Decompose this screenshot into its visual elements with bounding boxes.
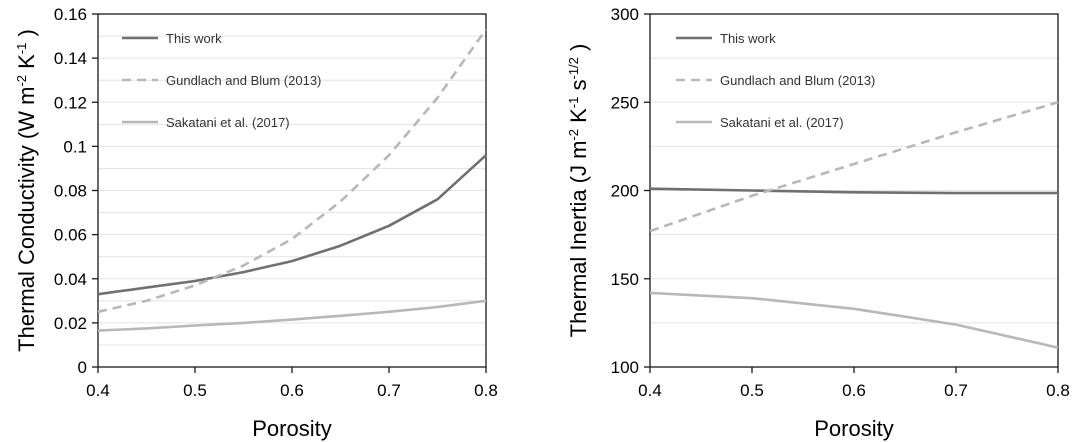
legend-label: Gundlach and Blum (2013) <box>166 73 321 88</box>
y-axis-title: Thermal Conductivity (W m-2 K-1 ) <box>14 29 39 352</box>
x-tick-label: 0.5 <box>183 381 207 400</box>
y-tick-label: 0.02 <box>54 314 87 333</box>
y-tick-label: 100 <box>611 358 639 377</box>
x-tick-label: 0.7 <box>377 381 401 400</box>
legend-label: This work <box>166 31 222 46</box>
series-line-3 <box>97 299 487 332</box>
y-tick-label: 200 <box>611 182 639 201</box>
series-line-1 <box>97 154 487 296</box>
x-tick-label: 0.7 <box>944 381 968 400</box>
legend-label: Sakatani et al. (2017) <box>720 115 844 130</box>
legend-label: Gundlach and Blum (2013) <box>720 73 875 88</box>
legend-label: This work <box>720 31 776 46</box>
y-tick-label: 150 <box>611 270 639 289</box>
x-tick-label: 0.4 <box>638 381 662 400</box>
x-axis-title: Porosity <box>814 416 893 441</box>
series-line-2 <box>649 101 1059 233</box>
series-line-1 <box>649 187 1058 195</box>
y-tick-label: 0.1 <box>63 137 87 156</box>
y-tick-label: 250 <box>611 93 639 112</box>
x-tick-label: 0.8 <box>474 381 498 400</box>
y-tick-label: 0.14 <box>54 49 87 68</box>
y-tick-label: 0.16 <box>54 5 87 24</box>
y-tick-label: 0.08 <box>54 182 87 201</box>
series-line-3 <box>649 291 1059 349</box>
y-tick-label: 0.04 <box>54 270 87 289</box>
x-tick-label: 0.5 <box>740 381 764 400</box>
x-tick-label: 0.6 <box>280 381 304 400</box>
chart-2: 100 150 200 250 300 0.4 0.5 0.6 0.7 0.8 Porosity Th… <box>566 5 1070 441</box>
x-tick-label: 0.4 <box>86 381 110 400</box>
x-axis-title: Porosity <box>252 416 331 441</box>
y-tick-label: 0 <box>78 358 87 377</box>
legend-label: Sakatani et al. (2017) <box>166 115 290 130</box>
x-tick-label: 0.8 <box>1046 381 1070 400</box>
x-tick-label: 0.6 <box>842 381 866 400</box>
y-tick-label: 0.12 <box>54 93 87 112</box>
y-tick-label: 0.06 <box>54 226 87 245</box>
chart-1: 0 0.02 0.04 0.06 0.08 0.1 0.12 0.14 0.16 0.4 0.5 0.… <box>14 5 498 441</box>
y-tick-label: 300 <box>611 5 639 24</box>
series-line-2 <box>97 28 488 314</box>
y-axis-title: Thermal Inertia (J m-2 K-1 s-1/2 ) <box>566 44 591 338</box>
